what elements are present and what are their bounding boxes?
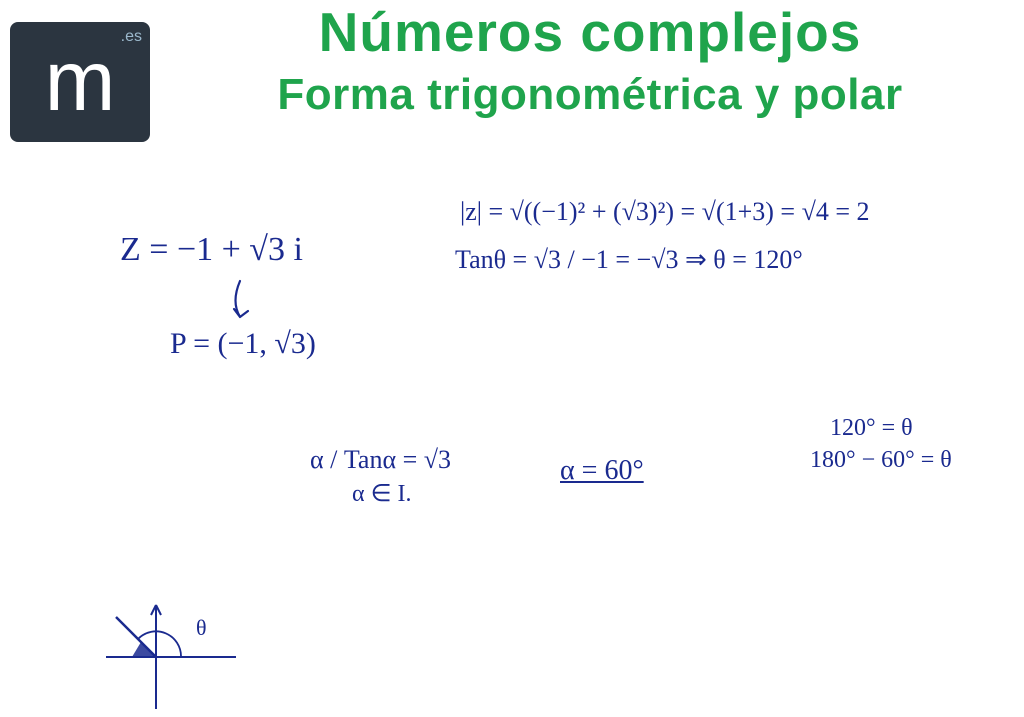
theta-label: θ: [196, 615, 207, 641]
eq-tan-theta: Tanθ = √3 / −1 = −√3 ⇒ θ = 120°: [455, 245, 803, 275]
axes-diagram: [96, 597, 246, 717]
eq-deduce-1: 120° = θ: [830, 415, 913, 442]
eq-alpha-value: α = 60°: [560, 455, 644, 487]
eq-alpha-condition: α / Tanα = √3: [310, 445, 451, 475]
eq-modulus: |z| = √((−1)² + (√3)²) = √(1+3) = √4 = 2: [460, 197, 870, 227]
eq-deduce-2: 180° − 60° = θ: [810, 447, 952, 474]
title-block: Números complejos Forma trigonométrica y…: [190, 0, 990, 120]
eq-point-p: P = (−1, √3): [170, 327, 316, 361]
brand-logo: m .es: [10, 22, 150, 142]
eq-z-definition: Z = −1 + √3 i: [120, 231, 303, 269]
title-line-1: Números complejos: [190, 0, 990, 64]
whiteboard: Z = −1 + √3 i P = (−1, √3) |z| = √((−1)²…: [0, 175, 1024, 575]
eq-alpha-quadrant: α ∈ I.: [352, 479, 411, 508]
title-line-2: Forma trigonométrica y polar: [190, 70, 990, 120]
logo-suffix: .es: [121, 28, 142, 46]
logo-letter: m: [45, 48, 116, 116]
arrow-down-icon: [228, 277, 254, 323]
